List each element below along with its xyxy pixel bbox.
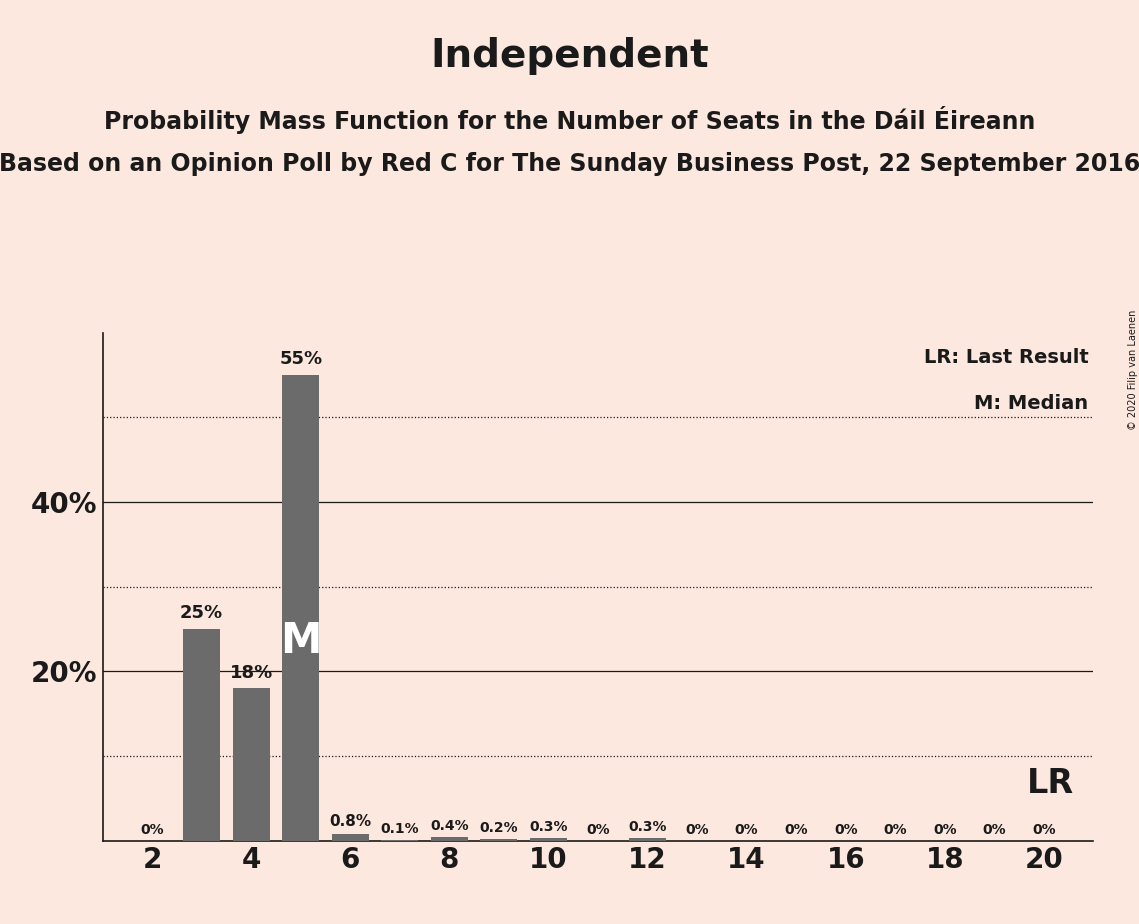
Text: 0%: 0% <box>1032 822 1056 836</box>
Bar <box>282 375 319 841</box>
Bar <box>431 837 468 841</box>
Text: M: M <box>280 619 321 662</box>
Bar <box>481 839 517 841</box>
Text: 0.3%: 0.3% <box>629 821 666 834</box>
Text: 0%: 0% <box>140 822 164 836</box>
Bar <box>183 629 220 841</box>
Bar <box>629 838 666 841</box>
Text: Independent: Independent <box>431 37 708 75</box>
Text: Probability Mass Function for the Number of Seats in the Dáil Éireann: Probability Mass Function for the Number… <box>104 106 1035 134</box>
Text: 25%: 25% <box>180 604 223 623</box>
Text: 0.3%: 0.3% <box>530 821 567 834</box>
Text: 0%: 0% <box>587 822 609 836</box>
Text: Based on an Opinion Poll by Red C for The Sunday Business Post, 22 September 201: Based on an Opinion Poll by Red C for Th… <box>0 152 1139 176</box>
Text: 0.2%: 0.2% <box>480 821 518 835</box>
Text: 0%: 0% <box>785 822 808 836</box>
Text: 0.1%: 0.1% <box>380 821 419 835</box>
Bar <box>331 834 369 841</box>
Text: LR: Last Result: LR: Last Result <box>924 347 1089 367</box>
Text: 0.4%: 0.4% <box>431 820 468 833</box>
Text: 55%: 55% <box>279 350 322 368</box>
Text: © 2020 Filip van Laenen: © 2020 Filip van Laenen <box>1129 310 1138 430</box>
Text: 0%: 0% <box>983 822 1006 836</box>
Text: 0%: 0% <box>884 822 907 836</box>
Text: 18%: 18% <box>230 663 272 682</box>
Text: 0.8%: 0.8% <box>329 814 371 829</box>
Text: 0%: 0% <box>834 822 858 836</box>
Text: 0%: 0% <box>686 822 708 836</box>
Bar <box>530 838 567 841</box>
Text: LR: LR <box>1026 767 1074 800</box>
Text: M: Median: M: Median <box>974 394 1089 413</box>
Text: 0%: 0% <box>735 822 759 836</box>
Text: 0%: 0% <box>933 822 957 836</box>
Bar <box>232 688 270 841</box>
